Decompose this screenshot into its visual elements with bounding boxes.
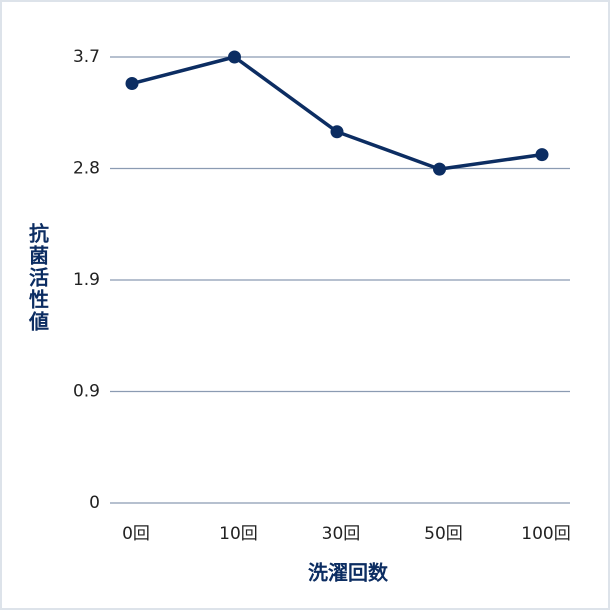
x-tick-label: 100回 <box>521 524 570 544</box>
x-axis-title: 洗濯回数 <box>308 561 389 585</box>
x-tick-label: 10回 <box>219 524 258 544</box>
y-tick-label: 0 <box>89 493 100 513</box>
data-point <box>433 162 446 176</box>
data-point <box>535 148 549 162</box>
x-tick-label: 50回 <box>424 524 463 544</box>
data-point <box>330 125 344 139</box>
y-tick-label: 1.9 <box>73 270 100 290</box>
data-point <box>125 77 139 91</box>
y-axis-title: 抗菌活性値 <box>26 222 50 333</box>
y-tick-label: 2.8 <box>73 159 100 179</box>
y-tick-label: 0.9 <box>73 382 100 402</box>
x-tick-label: 0回 <box>122 524 150 544</box>
data-point <box>228 50 241 64</box>
y-tick-label: 3.7 <box>73 47 100 67</box>
x-tick-label: 30回 <box>322 524 361 544</box>
